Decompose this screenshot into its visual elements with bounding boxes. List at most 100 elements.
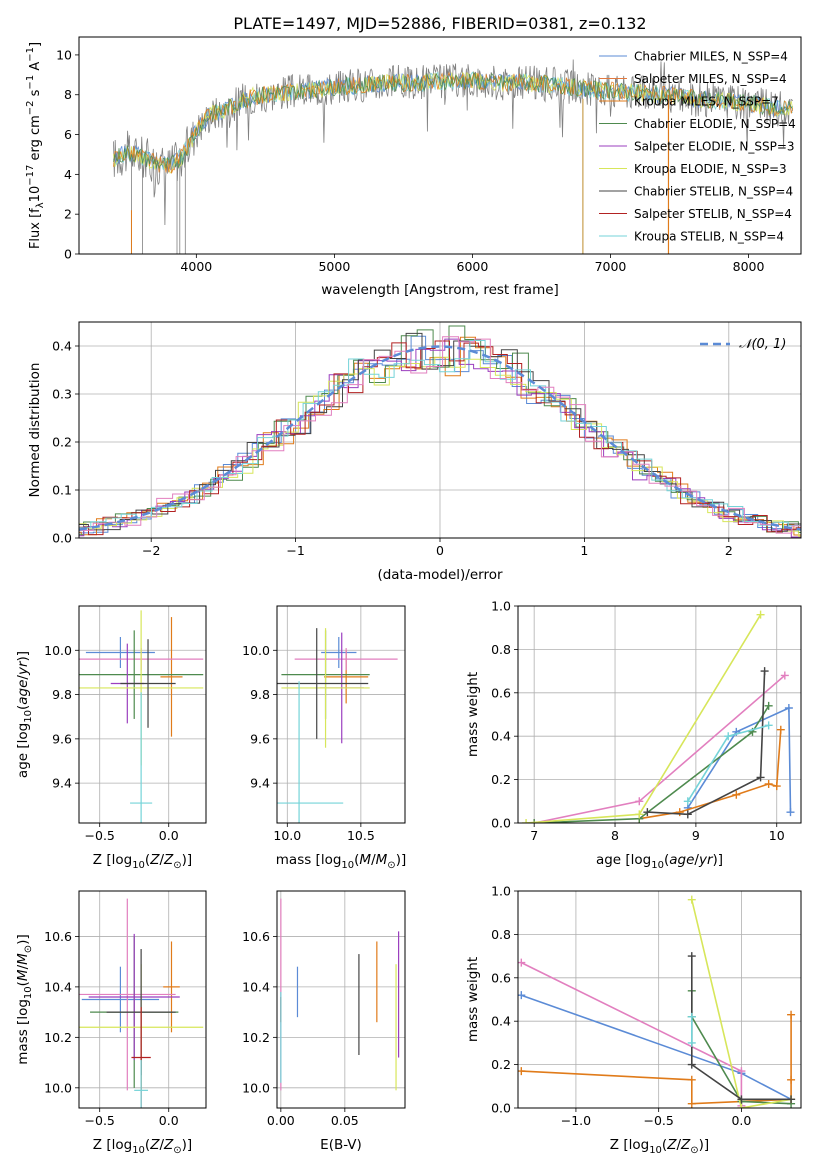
label-part: Z xyxy=(666,1137,677,1153)
plus-marker xyxy=(683,810,692,819)
label-part: ( xyxy=(15,705,31,710)
label-part: 10 xyxy=(651,860,664,871)
age_vs_Z-plot-area xyxy=(79,610,204,823)
model-spectrum-stelib_kroupa xyxy=(113,71,793,170)
label-part: (data-model)/error xyxy=(377,567,503,583)
axes-frame xyxy=(78,36,802,255)
y-tick-label: 9.6 xyxy=(52,731,72,746)
y-tick-label: 0.2 xyxy=(491,1057,511,1072)
label-part: )] xyxy=(15,934,31,945)
x-tick-label: −0.5 xyxy=(85,828,115,843)
plus-marker xyxy=(786,808,795,817)
label-part: / xyxy=(676,1137,681,1153)
plus-marker xyxy=(787,1010,796,1019)
label-part: Flux [f xyxy=(28,208,43,249)
plus-marker xyxy=(787,1095,796,1104)
plus-marker xyxy=(687,952,696,961)
x-tick-label: 5000 xyxy=(318,259,350,274)
label-part: )] xyxy=(182,1137,193,1153)
label-part: ⊙ xyxy=(23,945,34,953)
label-part: age [log xyxy=(15,723,31,778)
plus-marker xyxy=(737,1067,746,1076)
x-tick-label: 10.0 xyxy=(273,828,301,843)
spectrum-legend: Chabrier MILES, N_SSP=4 Salpeter MILES, N… xyxy=(599,50,796,244)
plus-marker xyxy=(780,671,789,680)
label-part: mass [log xyxy=(276,852,342,868)
label-part: Z xyxy=(163,1137,174,1153)
y-tick-label: 9.8 xyxy=(250,687,270,702)
label-part: / xyxy=(159,1137,164,1153)
axes-frame xyxy=(276,605,406,824)
label-part: ⊙ xyxy=(173,1145,181,1156)
mass_vs_Z-panel: −0.5 0.010.010.210.410.6Z [log10(Z/Z⊙)]ma… xyxy=(15,890,207,1156)
x-tick-label: 7000 xyxy=(595,259,627,274)
x-tick-label: 0.0 xyxy=(159,828,179,843)
label-part: / xyxy=(15,675,31,680)
legend-label: Salpeter MILES, N_SSP=4 xyxy=(634,72,787,86)
label-part: ⊙ xyxy=(173,860,181,871)
axes-frame xyxy=(78,321,802,539)
label-part: ( xyxy=(664,852,669,868)
label-part: yr xyxy=(15,660,31,676)
label-part: −1 xyxy=(25,75,36,90)
axes-frame xyxy=(78,605,207,824)
label-part: ⊙ xyxy=(690,1145,698,1156)
label-part: ( xyxy=(354,852,359,868)
observed-spectrum xyxy=(113,59,793,254)
y-tick-label: 0.4 xyxy=(491,729,511,744)
y-tick-label: 4 xyxy=(64,167,72,182)
y-tick-label: 10.2 xyxy=(242,1030,270,1045)
x-tick-label: 6000 xyxy=(457,259,489,274)
label-part: Z [log xyxy=(93,1137,132,1153)
plus-marker xyxy=(737,1095,746,1104)
x-tick-label: 0.0 xyxy=(159,1113,179,1128)
plus-marker xyxy=(635,797,644,806)
x-tick-label: −1 xyxy=(286,543,304,558)
y-tick-label: 0.6 xyxy=(491,970,511,985)
y-tick-label: 0.2 xyxy=(491,772,511,787)
x-tick-label: 10.5 xyxy=(347,828,375,843)
y-tick-label: 0.8 xyxy=(491,927,511,942)
spectrum-panel: 4000 5000 6000 7000 8000 0 2 4 6 8 10 Chabrier MILE… xyxy=(25,36,802,298)
mass_vs_ebv-panel: 0.00 0.05 10.0 10.2 10.4 10.6 E(B-V) xyxy=(242,890,406,1153)
plus-marker xyxy=(687,1038,696,1047)
y-tick-label: 0.4 xyxy=(491,1014,511,1029)
label-part: / xyxy=(159,852,164,868)
mass_vs_ebv-plot-area xyxy=(280,898,400,1091)
label-part: ( xyxy=(662,1137,667,1153)
plus-marker xyxy=(643,808,652,817)
y-tick-label: 8 xyxy=(64,87,72,102)
weight-line-stelib_chabrier xyxy=(647,671,766,816)
y-tick-label: 9.8 xyxy=(52,687,72,702)
label-part: A xyxy=(28,62,43,75)
y-tick-label: 10.0 xyxy=(44,1080,72,1095)
x-axis-label: mass [log10(M/M⊙)] xyxy=(276,852,406,871)
label-part: M xyxy=(359,852,371,868)
y-tick-label: 0.1 xyxy=(52,483,72,498)
label-part: −2 xyxy=(25,100,36,115)
plus-marker xyxy=(764,779,773,788)
x-tick-label: 2 xyxy=(725,543,733,558)
plus-marker xyxy=(687,895,696,904)
x-tick-label: −1.0 xyxy=(561,1113,591,1128)
legend-label: Kroupa MILES, N_SSP=7 xyxy=(634,95,779,109)
plus-marker xyxy=(784,703,793,712)
plus-marker xyxy=(756,773,765,782)
label-part: )] xyxy=(15,651,31,662)
y-tick-label: 0.0 xyxy=(491,1101,511,1116)
legend-label: Chabrier STELIB, N_SSP=4 xyxy=(634,185,793,199)
label-part: )] xyxy=(396,852,407,868)
label-part: 10 xyxy=(132,860,145,871)
x-axis-label: Z [log10(Z/Z⊙)] xyxy=(93,852,192,871)
label-part: age xyxy=(15,680,31,705)
plus-marker xyxy=(732,790,741,799)
massweight_vs_age-plot-area xyxy=(522,610,795,823)
label-part: 10 xyxy=(23,986,34,999)
label-part: / xyxy=(15,964,31,969)
y-tick-label: 10.4 xyxy=(242,979,270,994)
y-tick-label: 0.0 xyxy=(52,531,72,546)
y-tick-label: 10.6 xyxy=(44,929,72,944)
x-axis-label: Z [log10(Z/Z⊙)] xyxy=(93,1137,192,1156)
axes-frame xyxy=(276,890,406,1109)
